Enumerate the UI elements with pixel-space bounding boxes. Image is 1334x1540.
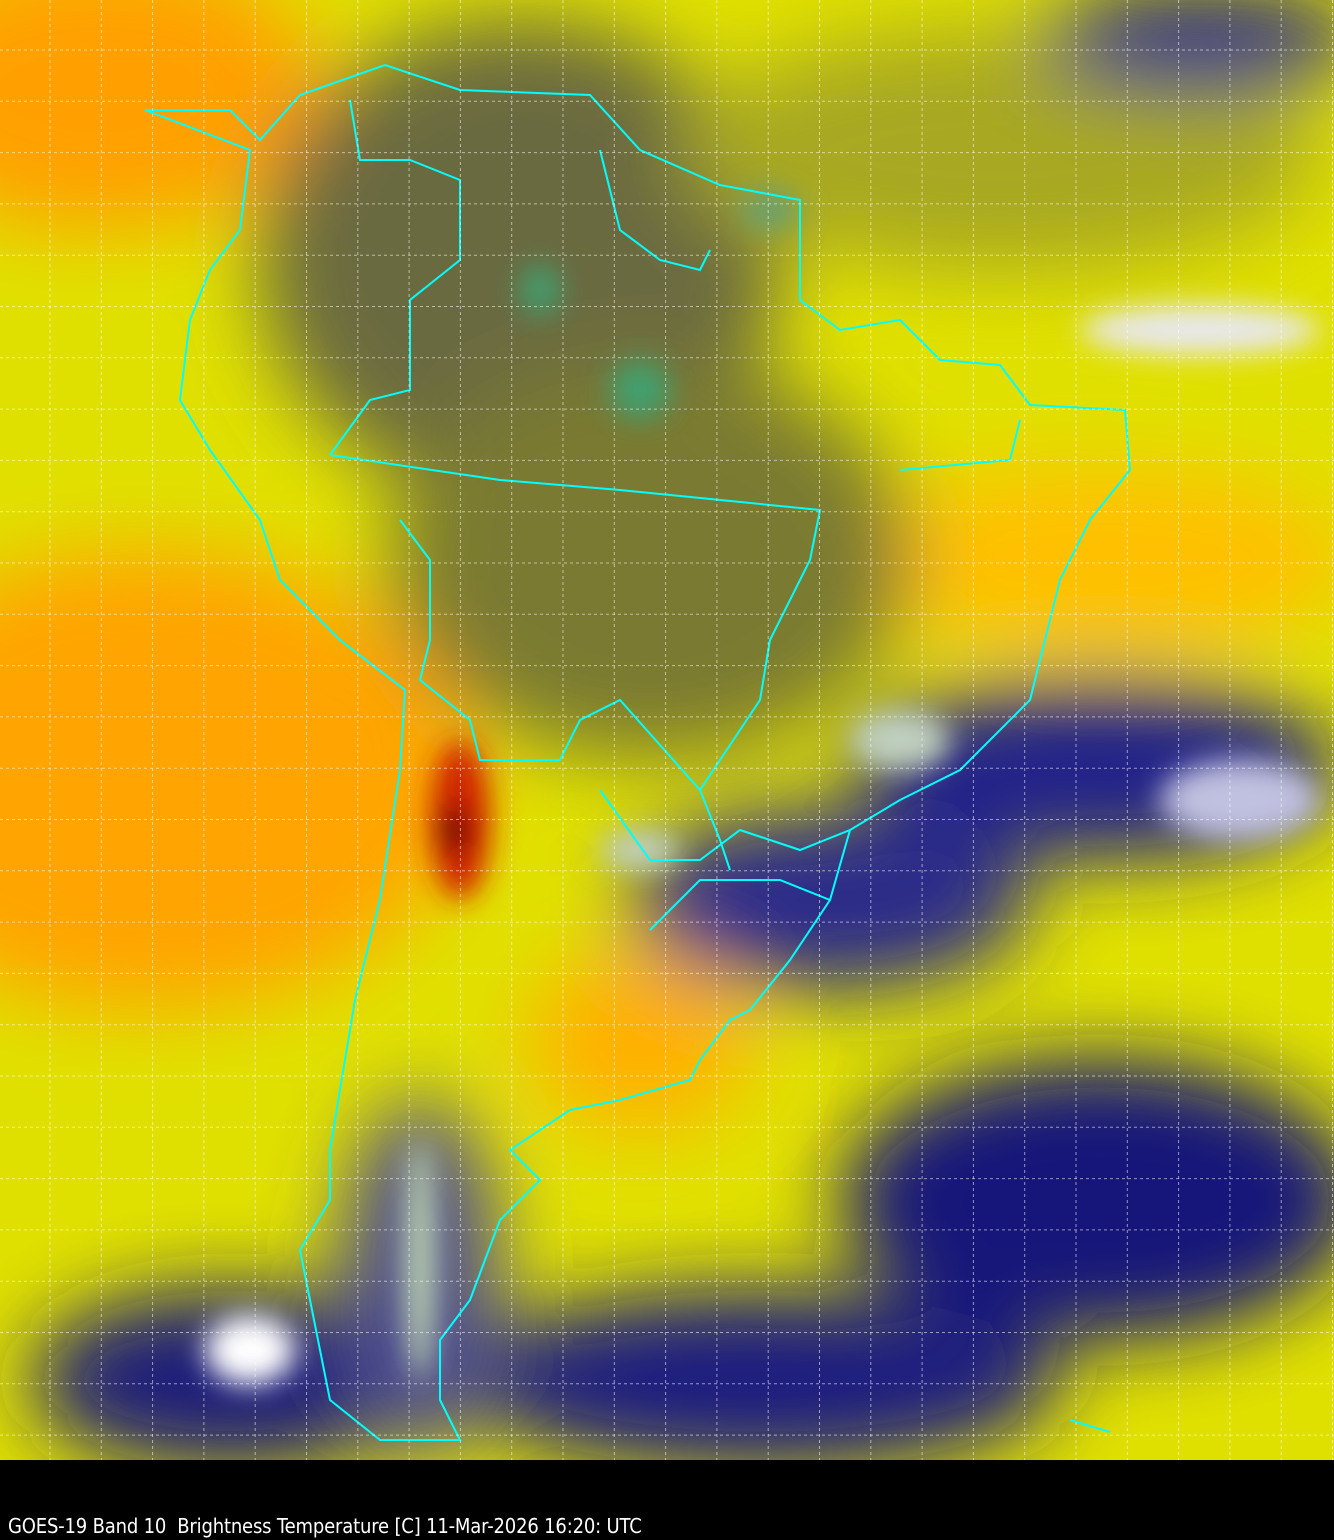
country-borders [144, 63, 1132, 1441]
lat-lon-grid [0, 0, 1334, 1460]
image-caption: GOES-19 Band 10 Brightness Temperature [… [8, 1514, 642, 1538]
satellite-image [0, 0, 1334, 1460]
